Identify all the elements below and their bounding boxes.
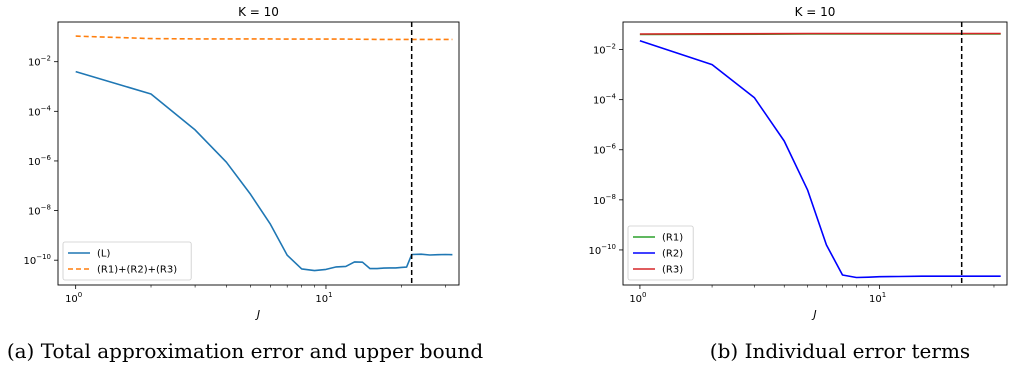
x-tick-label: 100 bbox=[629, 291, 646, 305]
y-tick-exponent: −2 bbox=[41, 55, 51, 63]
y-tick-label: 10−2 bbox=[28, 55, 51, 69]
y-tick-label: 10−8 bbox=[593, 193, 616, 207]
y-tick-base: 10 bbox=[28, 157, 41, 168]
legend-label: (R3) bbox=[662, 265, 683, 276]
x-tick-base: 10 bbox=[629, 294, 642, 305]
series-line-r1-r2-r3 bbox=[75, 35, 453, 41]
chart-title: K = 10 bbox=[238, 5, 279, 19]
y-tick-label: 10−6 bbox=[28, 154, 52, 168]
y-tick-base: 10 bbox=[593, 196, 606, 207]
y-tick-exponent: −2 bbox=[606, 43, 616, 51]
y-tick-exponent: −8 bbox=[606, 193, 616, 201]
legend-label: (R1) bbox=[662, 233, 683, 244]
x-tick-exponent: 1 bbox=[882, 291, 886, 299]
y-tick-base: 10 bbox=[28, 58, 41, 69]
caption-a: (a) Total approximation error and upper … bbox=[7, 339, 484, 363]
x-tick-label: 101 bbox=[869, 291, 886, 305]
series-line-r2 bbox=[639, 40, 1001, 279]
y-tick-label: 10−2 bbox=[593, 43, 616, 57]
legend-label: (R2) bbox=[662, 249, 683, 260]
y-tick-label: 10−10 bbox=[588, 243, 616, 257]
y-tick-base: 10 bbox=[28, 107, 41, 118]
y-tick-label: 10−4 bbox=[593, 93, 617, 107]
caption-b: (b) Individual error terms bbox=[710, 339, 970, 363]
plot-frame bbox=[57, 21, 460, 286]
y-tick-exponent: −6 bbox=[606, 143, 617, 151]
legend-label: (L) bbox=[97, 249, 110, 260]
x-axis-label: J bbox=[255, 308, 260, 321]
y-tick-label: 10−6 bbox=[593, 143, 617, 157]
y-tick-exponent: −10 bbox=[36, 253, 51, 261]
y-tick-base: 10 bbox=[593, 96, 606, 107]
y-tick-exponent: −8 bbox=[41, 204, 51, 212]
y-tick-base: 10 bbox=[593, 46, 606, 57]
legend-label: (R1)+(R2)+(R3) bbox=[97, 265, 177, 276]
y-tick-label: 10−4 bbox=[28, 104, 52, 118]
y-tick-exponent: −4 bbox=[606, 93, 617, 101]
x-tick-base: 10 bbox=[65, 294, 78, 305]
series-line-r3 bbox=[639, 32, 1001, 35]
x-tick-label: 100 bbox=[65, 291, 82, 305]
legend-box bbox=[62, 241, 192, 281]
x-tick-base: 10 bbox=[315, 294, 328, 305]
y-tick-exponent: −4 bbox=[41, 104, 52, 112]
x-tick-base: 10 bbox=[869, 294, 882, 305]
plot-frame bbox=[622, 21, 1008, 286]
y-tick-label: 10−10 bbox=[23, 253, 51, 267]
x-tick-exponent: 1 bbox=[328, 291, 332, 299]
y-tick-exponent: −10 bbox=[601, 243, 616, 251]
x-tick-exponent: 0 bbox=[78, 291, 82, 299]
y-tick-base: 10 bbox=[28, 207, 41, 218]
y-tick-base: 10 bbox=[593, 146, 606, 157]
series-line-l bbox=[75, 70, 453, 272]
y-tick-base: 10 bbox=[23, 256, 36, 267]
chart-title: K = 10 bbox=[795, 5, 836, 19]
x-tick-exponent: 0 bbox=[642, 291, 646, 299]
y-tick-label: 10−8 bbox=[28, 204, 51, 218]
legend-box bbox=[627, 225, 694, 281]
y-tick-base: 10 bbox=[588, 246, 601, 257]
x-tick-label: 101 bbox=[315, 291, 332, 305]
x-axis-label: J bbox=[811, 308, 816, 321]
y-tick-exponent: −6 bbox=[41, 154, 52, 162]
